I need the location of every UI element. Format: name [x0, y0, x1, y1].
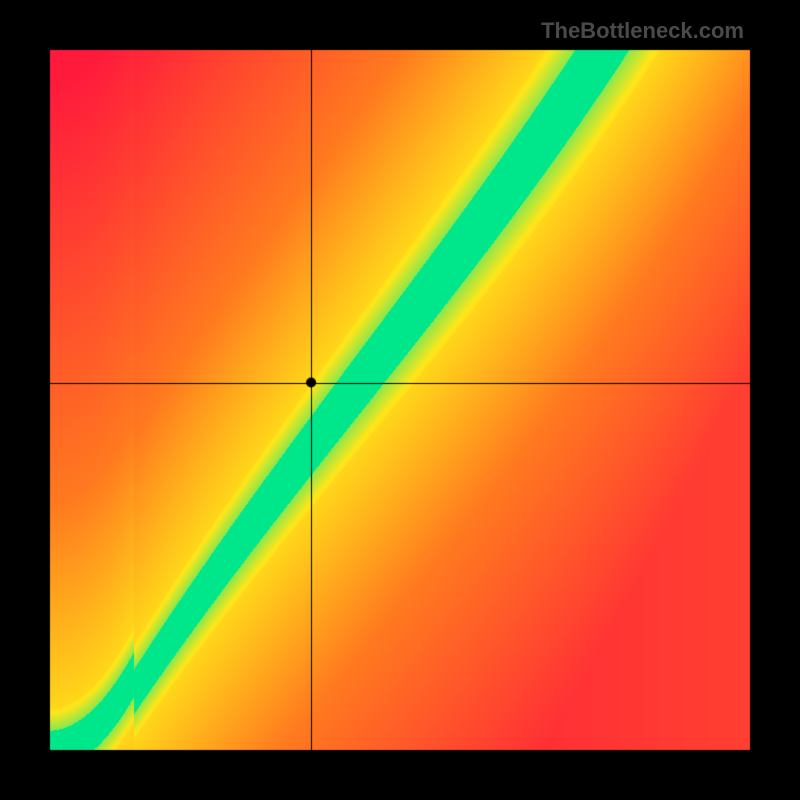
chart-container: TheBottleneck.com	[0, 0, 800, 800]
bottleneck-heatmap	[0, 0, 800, 800]
watermark-text: TheBottleneck.com	[541, 18, 744, 44]
